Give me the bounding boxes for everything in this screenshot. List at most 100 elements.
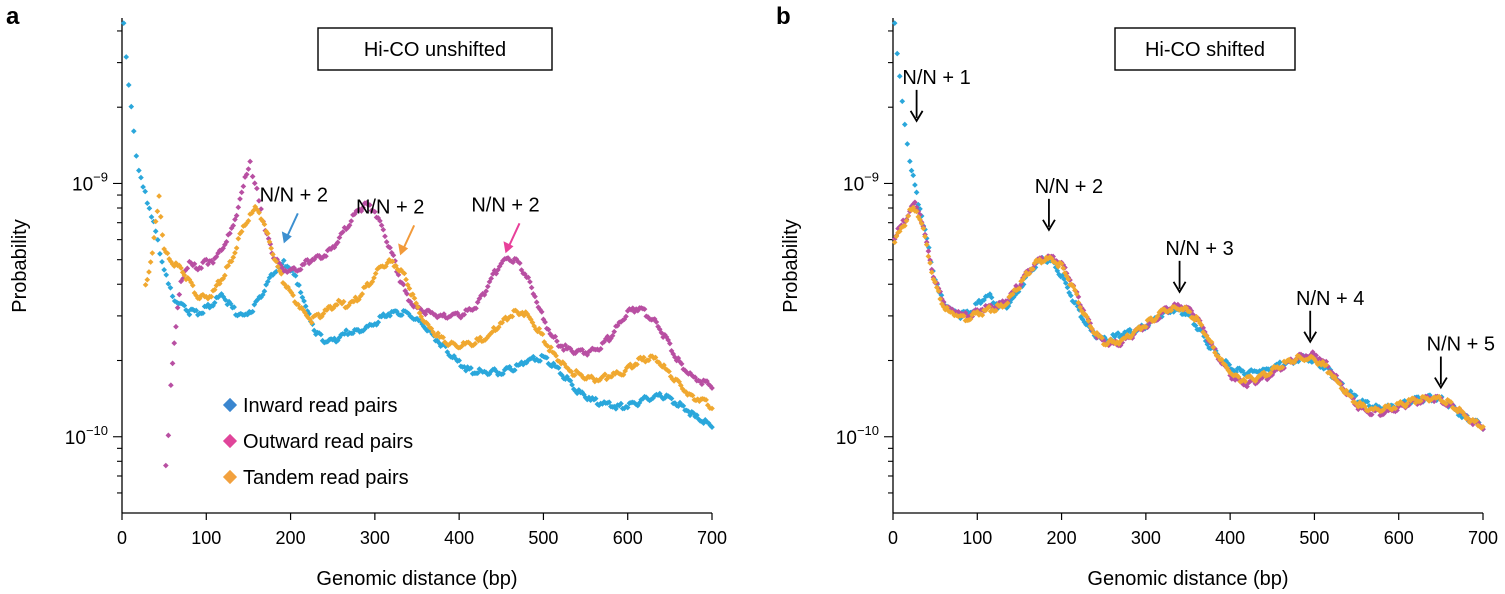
data-point (905, 213, 911, 219)
y-axis-label: Probability (9, 219, 31, 312)
data-point (922, 233, 928, 240)
data-point (401, 270, 408, 277)
data-point (359, 291, 366, 297)
data-point (653, 319, 660, 325)
data-point (1062, 280, 1069, 286)
data-point (904, 141, 911, 147)
data-point (308, 319, 315, 326)
data-point (387, 312, 393, 319)
data-point (1210, 344, 1217, 351)
legend-marker (222, 433, 238, 449)
data-point (937, 296, 944, 302)
y-tick-label: 10−9 (72, 169, 108, 195)
data-point (1404, 400, 1410, 407)
data-point (240, 183, 247, 190)
data-point (511, 367, 518, 374)
data-point (130, 128, 137, 134)
data-point (440, 334, 446, 341)
y-tick-label: 10−10 (65, 423, 108, 449)
data-point (290, 292, 296, 299)
data-point (181, 302, 188, 309)
data-point (891, 239, 898, 246)
data-point (235, 235, 242, 242)
data-point (907, 158, 913, 165)
data-point (1242, 378, 1249, 385)
data-point (256, 197, 262, 204)
annotation-arrowhead (1434, 377, 1448, 390)
series-inward (120, 20, 715, 431)
data-point (186, 311, 193, 318)
data-point (375, 319, 382, 326)
data-point (1355, 403, 1362, 410)
data-point (542, 319, 548, 325)
data-point (528, 284, 535, 291)
data-point (383, 239, 390, 245)
data-point (193, 307, 199, 314)
data-point (389, 258, 396, 265)
data-point (228, 258, 235, 265)
data-point (1085, 318, 1092, 324)
x-tick-label: 600 (1384, 528, 1414, 548)
x-tick-label: 0 (117, 528, 127, 548)
data-point (456, 357, 462, 364)
series-inward (891, 20, 1486, 432)
data-point (461, 311, 468, 318)
data-point (238, 228, 245, 235)
data-point (148, 214, 155, 220)
data-point (235, 204, 242, 211)
data-point (211, 299, 218, 306)
data-point (413, 300, 419, 307)
data-point (270, 251, 276, 258)
data-point (249, 308, 256, 315)
data-point (554, 338, 560, 344)
data-point (680, 403, 687, 409)
data-point (1099, 335, 1105, 341)
data-point (709, 385, 715, 391)
data-point (533, 299, 540, 306)
data-point (1084, 314, 1090, 320)
data-point (159, 258, 165, 265)
data-point (1058, 260, 1065, 267)
data-point (1026, 270, 1033, 277)
data-point (543, 354, 550, 361)
data-point (318, 331, 324, 338)
data-point (1392, 405, 1399, 412)
data-point (168, 382, 174, 389)
legend-marker (222, 397, 238, 413)
data-point (146, 269, 152, 275)
data-point (1448, 399, 1454, 405)
data-point (1348, 393, 1355, 400)
data-point (618, 400, 624, 407)
data-point (623, 313, 629, 320)
data-point (1143, 324, 1149, 330)
x-tick-label: 600 (613, 528, 643, 548)
data-point (152, 218, 159, 225)
data-point (189, 282, 196, 289)
data-point (606, 399, 612, 406)
y-tick-exponent: −9 (864, 169, 879, 184)
data-point (154, 208, 161, 215)
data-point (545, 326, 552, 333)
data-point (249, 173, 256, 180)
data-point (256, 209, 262, 216)
data-point (912, 199, 918, 206)
data-point (552, 333, 559, 340)
data-point (142, 281, 149, 288)
data-point (1021, 273, 1028, 280)
data-point (548, 344, 554, 351)
annotation-arrowhead (281, 231, 292, 244)
data-point (1364, 398, 1371, 405)
annotation-label: N/N + 2 (260, 184, 328, 206)
data-point (536, 325, 543, 332)
data-point (178, 265, 184, 271)
data-point (372, 208, 378, 215)
data-point (403, 276, 409, 283)
data-point (231, 304, 237, 310)
annotation-arrowhead (909, 110, 924, 123)
data-point (903, 218, 910, 224)
data-point (993, 307, 999, 314)
x-tick-label: 700 (1468, 528, 1498, 548)
data-point (901, 121, 908, 128)
x-tick-label: 300 (360, 528, 390, 548)
data-point (1443, 401, 1449, 407)
